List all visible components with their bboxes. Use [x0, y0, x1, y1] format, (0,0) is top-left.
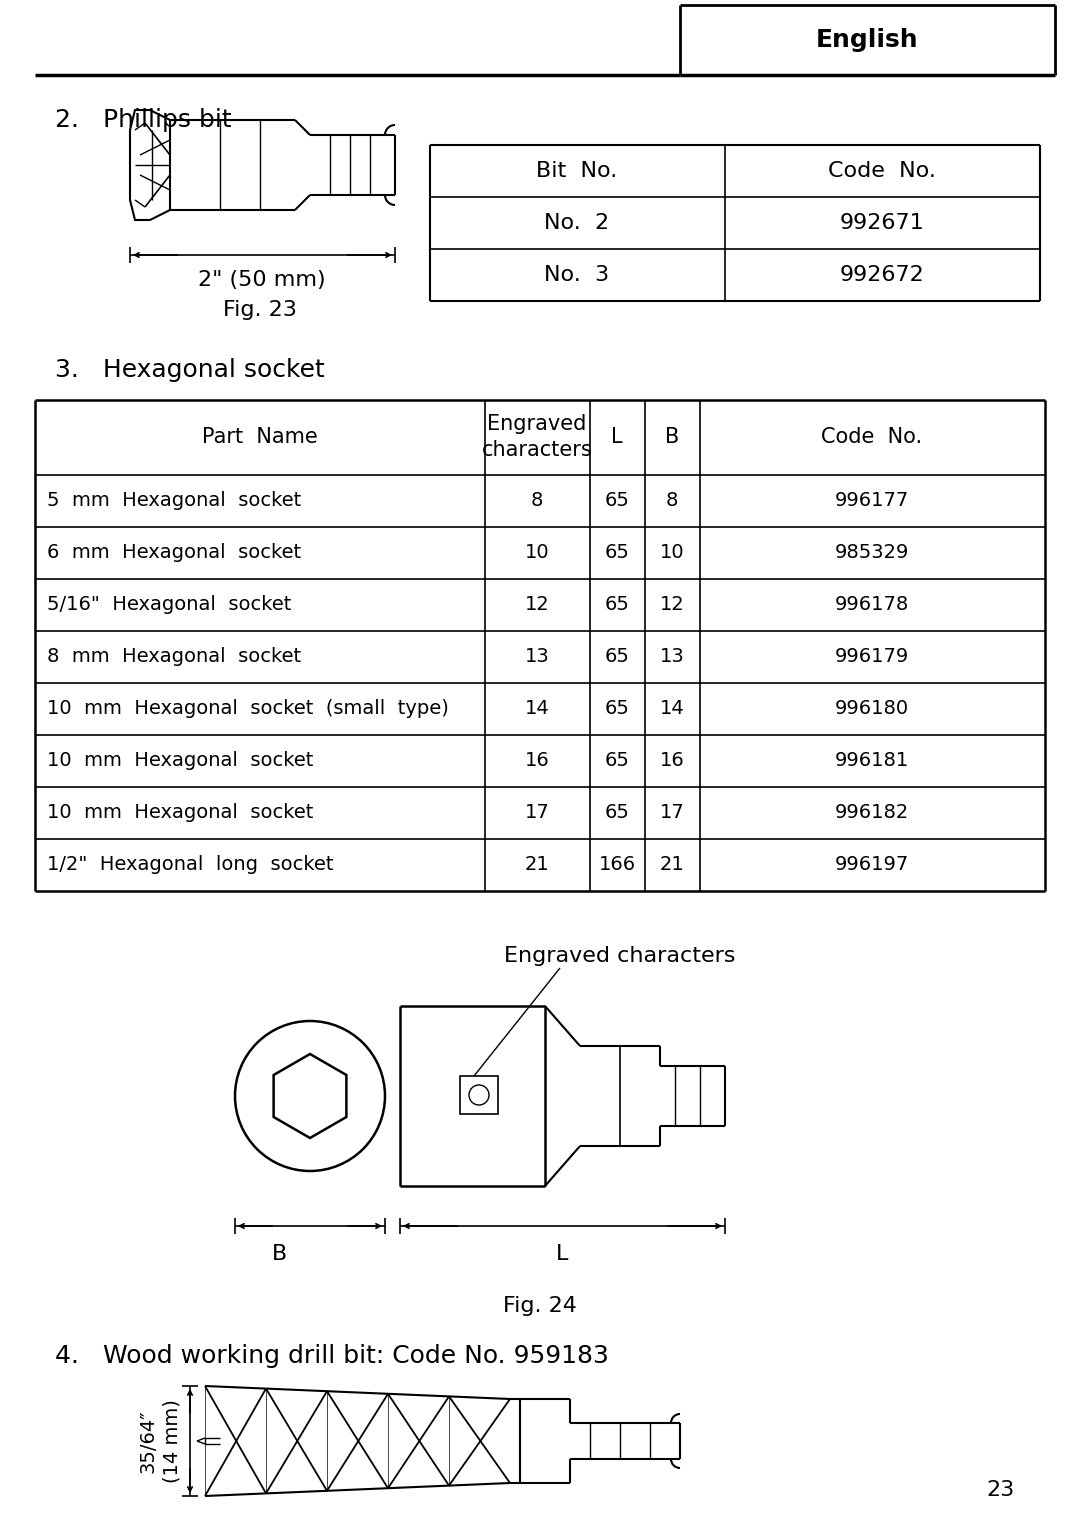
Text: 65: 65: [605, 751, 630, 771]
Text: 16: 16: [660, 751, 685, 771]
Text: 13: 13: [525, 647, 550, 667]
Text: 23: 23: [986, 1480, 1014, 1500]
Text: Part  Name: Part Name: [202, 427, 318, 446]
Text: English: English: [815, 28, 918, 52]
Text: 3.   Hexagonal socket: 3. Hexagonal socket: [55, 358, 325, 382]
Text: 65: 65: [605, 647, 630, 667]
Text: 21: 21: [525, 856, 550, 875]
Text: 166: 166: [598, 856, 635, 875]
Text: Fig. 24: Fig. 24: [503, 1297, 577, 1316]
Text: 10  mm  Hexagonal  socket: 10 mm Hexagonal socket: [48, 804, 313, 823]
Text: 65: 65: [605, 491, 630, 511]
Text: Code  No.: Code No.: [828, 161, 936, 180]
Text: 992672: 992672: [839, 265, 924, 284]
Text: 10  mm  Hexagonal  socket  (small  type): 10 mm Hexagonal socket (small type): [48, 699, 449, 719]
Text: 65: 65: [605, 804, 630, 823]
Text: 5/16"  Hexagonal  socket: 5/16" Hexagonal socket: [48, 595, 292, 615]
Text: 985329: 985329: [835, 543, 909, 563]
Text: 996178: 996178: [835, 595, 909, 615]
Text: Bit  No.: Bit No.: [537, 161, 618, 180]
Text: 996179: 996179: [835, 647, 909, 667]
Text: 65: 65: [605, 543, 630, 563]
Text: 8  mm  Hexagonal  socket: 8 mm Hexagonal socket: [48, 647, 301, 667]
Text: 35/64″
(14 mm): 35/64″ (14 mm): [138, 1399, 181, 1483]
Text: 10: 10: [525, 543, 550, 563]
Text: No.  2: No. 2: [544, 213, 609, 232]
Text: 996181: 996181: [835, 751, 909, 771]
Text: 996180: 996180: [835, 699, 909, 719]
Text: 10  mm  Hexagonal  socket: 10 mm Hexagonal socket: [48, 751, 313, 771]
Text: 14: 14: [660, 699, 685, 719]
Text: 996177: 996177: [835, 491, 909, 511]
Bar: [460, 1076, 498, 1115]
Text: 13: 13: [660, 647, 685, 667]
Text: L: L: [611, 427, 623, 446]
Text: No.  3: No. 3: [544, 265, 609, 284]
Text: Fig. 23: Fig. 23: [224, 300, 297, 320]
Text: 1/2"  Hexagonal  long  socket: 1/2" Hexagonal long socket: [48, 856, 334, 875]
Text: 6  mm  Hexagonal  socket: 6 mm Hexagonal socket: [48, 543, 301, 563]
Text: 4.   Wood working drill bit: Code No. 959183: 4. Wood working drill bit: Code No. 9591…: [55, 1344, 609, 1368]
Text: 992671: 992671: [839, 213, 924, 232]
Text: 996182: 996182: [835, 804, 909, 823]
Text: 65: 65: [605, 699, 630, 719]
Text: B: B: [272, 1245, 287, 1264]
Text: 8: 8: [665, 491, 678, 511]
Text: 2" (50 mm): 2" (50 mm): [199, 271, 326, 291]
Text: 5  mm  Hexagonal  socket: 5 mm Hexagonal socket: [48, 491, 301, 511]
Text: Engraved characters: Engraved characters: [504, 946, 735, 966]
Text: 12: 12: [525, 595, 550, 615]
Text: L: L: [556, 1245, 568, 1264]
Text: 12: 12: [660, 595, 685, 615]
Text: B: B: [665, 427, 679, 446]
Text: 8: 8: [530, 491, 543, 511]
Text: 14: 14: [525, 699, 550, 719]
Text: 10: 10: [660, 543, 685, 563]
Text: 65: 65: [605, 595, 630, 615]
Text: Code  No.: Code No.: [822, 427, 922, 446]
Text: 17: 17: [660, 804, 685, 823]
Text: 996197: 996197: [835, 856, 909, 875]
Text: Engraved
characters: Engraved characters: [482, 414, 592, 460]
Text: 17: 17: [525, 804, 550, 823]
Text: 2.   Phillips bit: 2. Phillips bit: [55, 109, 231, 131]
Text: 21: 21: [660, 856, 685, 875]
Text: 16: 16: [525, 751, 550, 771]
